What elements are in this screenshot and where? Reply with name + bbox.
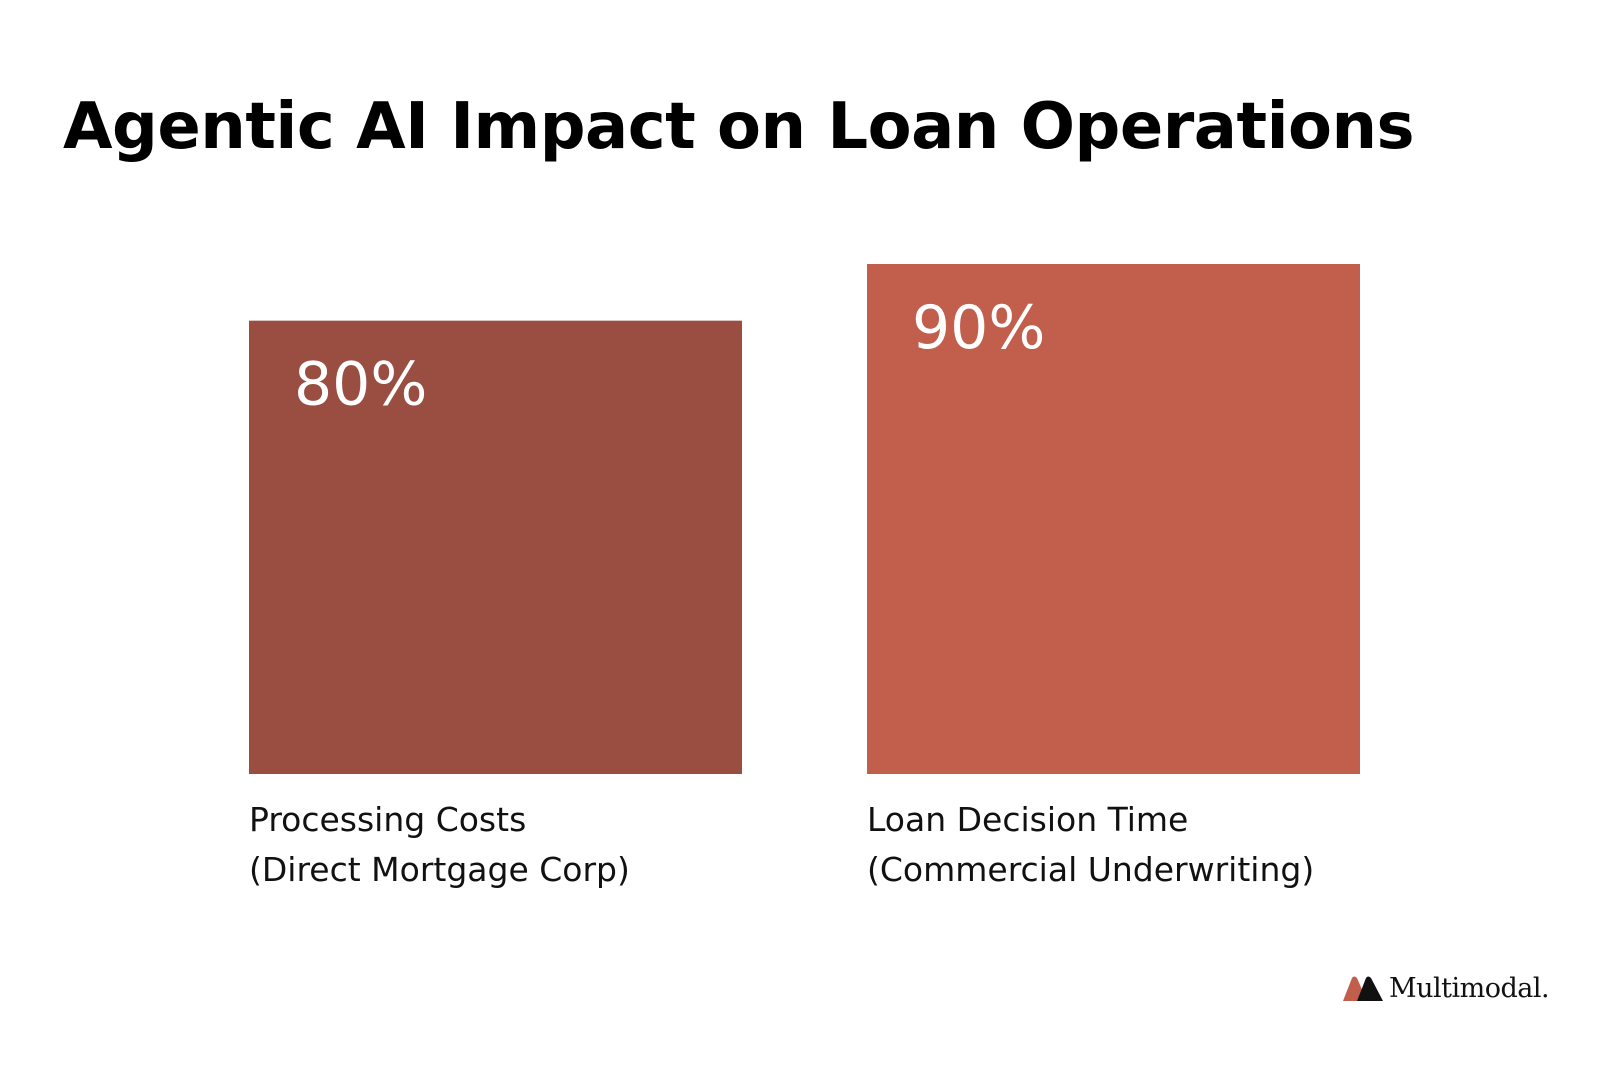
bar-1	[867, 264, 1360, 774]
bar-value-label-0: 80%	[294, 350, 427, 420]
category-label-line1: Loan Decision Time	[867, 800, 1189, 839]
chart-title: Agentic AI Impact on Loan Operations	[63, 90, 1415, 164]
category-label-loan-decision-time: Loan Decision Time (Commercial Underwrit…	[867, 795, 1314, 895]
category-label-processing-costs: Processing Costs (Direct Mortgage Corp)	[249, 795, 630, 895]
brand-name: Multimodal.	[1389, 972, 1550, 1004]
bar-value-label-1: 90%	[912, 293, 1045, 363]
category-label-line1: Processing Costs	[249, 800, 527, 839]
bar-0	[249, 320, 742, 774]
category-label-line2: (Commercial Underwriting)	[867, 850, 1315, 889]
brand-watermark: Multimodal.	[1343, 970, 1550, 1006]
category-label-line2: (Direct Mortgage Corp)	[249, 850, 630, 889]
multimodal-logo-icon	[1343, 976, 1383, 1001]
